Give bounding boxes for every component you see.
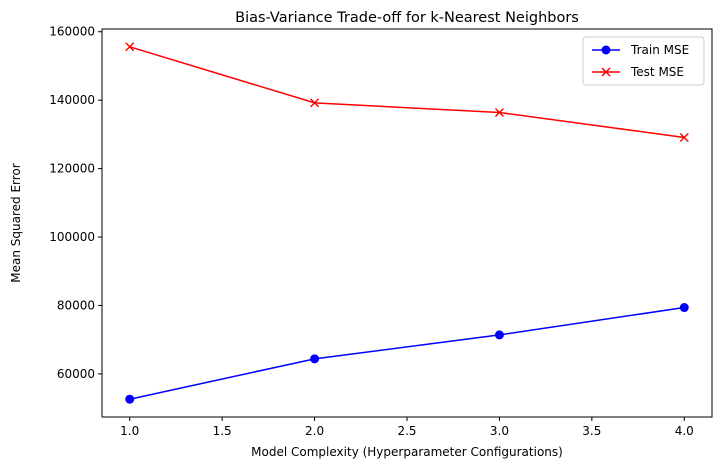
chart-title: Bias-Variance Trade-off for k-Nearest Ne… [235, 10, 579, 26]
data-point-train-mse [125, 394, 135, 404]
legend-label: Train MSE [630, 43, 689, 57]
y-axis: 60000 80000 100000 120000 140000 160000 [49, 25, 102, 381]
x-tick-label: 1.5 [213, 424, 232, 438]
data-point-train-mse [310, 354, 320, 364]
legend: Train MSE Test MSE [582, 36, 705, 86]
data-point-train-mse [679, 303, 689, 313]
y-tick-label: 100000 [49, 230, 95, 244]
legend-marker-train-mse [601, 45, 611, 55]
axes-frame [101, 28, 713, 418]
plot-area [125, 42, 689, 404]
y-tick-label: 80000 [57, 298, 95, 312]
legend-label: Test MSE [630, 65, 684, 79]
legend-marker-test-mse [601, 67, 611, 77]
x-axis-label: Model Complexity (Hyperparameter Configu… [251, 445, 563, 459]
data-point-test-mse [679, 132, 689, 142]
series-line-train-mse [129, 306, 685, 400]
data-point-train-mse [494, 330, 504, 340]
x-tick-label: 4.0 [675, 424, 694, 438]
data-point-test-mse [125, 42, 135, 52]
x-tick-label: 2.0 [305, 424, 324, 438]
y-axis-label: Mean Squared Error [9, 163, 23, 283]
x-tick-label: 3.0 [490, 424, 509, 438]
series-line-test-mse [129, 46, 685, 139]
y-tick-label: 60000 [57, 367, 95, 381]
series-train-mse [125, 303, 689, 404]
data-point-test-mse [310, 98, 320, 108]
x-tick-label: 3.5 [582, 424, 601, 438]
legend-item-train-mse: Train MSE [592, 43, 689, 57]
data-point-test-mse [494, 107, 504, 117]
x-tick-label: 1.0 [120, 424, 139, 438]
x-tick-label: 2.5 [397, 424, 416, 438]
y-tick-label: 140000 [49, 93, 95, 107]
legend-box [582, 36, 705, 86]
y-tick-label: 120000 [49, 162, 95, 176]
legend-item-test-mse: Test MSE [592, 65, 684, 79]
y-tick-label: 160000 [49, 25, 95, 39]
series-test-mse [125, 42, 689, 142]
x-axis: 1.0 1.5 2.0 2.5 3.0 3.5 4.0 [120, 417, 694, 438]
